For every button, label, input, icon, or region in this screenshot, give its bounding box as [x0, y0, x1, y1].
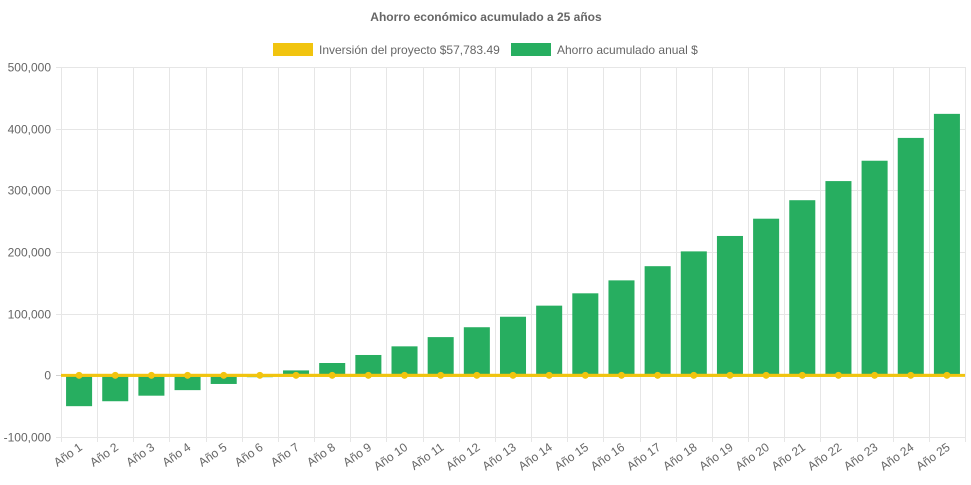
bar-savings [608, 280, 635, 376]
y-tick-label: -100,000 [4, 431, 52, 445]
line-series [61, 371, 965, 379]
x-tick-label: Año 5 [196, 440, 230, 470]
bar-savings [933, 113, 960, 376]
y-tick-label: 0 [44, 369, 51, 383]
x-tick-label: Año 7 [268, 440, 302, 470]
legend-label-investment: Inversión del proyecto $57,783.49 [319, 43, 500, 57]
x-tick-label: Año 8 [304, 440, 338, 470]
line-point-investment [834, 371, 842, 379]
chart-title: Ahorro económico acumulado a 25 años [370, 10, 602, 24]
bar-savings [825, 181, 852, 376]
legend-swatch-savings [511, 43, 551, 56]
bar-savings [427, 337, 454, 376]
bar-savings [210, 375, 237, 384]
line-point-investment [581, 371, 589, 379]
line-point-investment [184, 371, 192, 379]
line-point-investment [364, 371, 372, 379]
x-tick-label: Año 25 [913, 440, 952, 473]
y-tick-label: 200,000 [8, 246, 52, 260]
legend: Inversión del proyecto $57,783.49 Ahorro… [273, 43, 698, 57]
x-tick-label: Año 6 [232, 440, 266, 470]
y-axis-ticks: 500,000 400,000 300,000 200,000 100,000 0 -100… [4, 61, 52, 445]
bar-savings [174, 375, 201, 391]
line-point-investment [907, 371, 915, 379]
x-tick-label: Año 2 [87, 440, 121, 470]
y-tick-label: 400,000 [8, 123, 52, 137]
bar-savings [66, 375, 93, 407]
line-point-investment [401, 371, 409, 379]
x-tick-label: Año 19 [696, 440, 735, 473]
x-tick-label: Año 10 [371, 440, 410, 473]
bar-savings [391, 346, 418, 376]
bar-savings [789, 200, 816, 376]
line-point-investment [798, 371, 806, 379]
bar-savings [499, 316, 527, 376]
x-tick-label: Año 12 [443, 440, 482, 473]
x-tick-label: Año 20 [733, 440, 772, 473]
x-tick-label: Año 11 [408, 440, 447, 473]
x-tick-label: Año 3 [123, 440, 157, 470]
bar-savings [897, 137, 924, 376]
x-tick-label: Año 1 [51, 440, 85, 470]
line-point-investment [509, 371, 517, 379]
line-point-investment [654, 371, 662, 379]
x-tick-label: Año 18 [660, 440, 699, 473]
y-tick-label: 500,000 [8, 61, 52, 75]
line-point-investment [111, 371, 119, 379]
line-point-investment [328, 371, 336, 379]
bar-savings [644, 266, 671, 376]
line-point-investment [75, 371, 83, 379]
bar-savings [319, 363, 346, 376]
bar-savings [716, 235, 743, 376]
x-tick-label: Año 15 [552, 440, 591, 473]
bar-savings [861, 160, 888, 376]
legend-swatch-investment [273, 43, 313, 56]
x-tick-label: Año 4 [160, 440, 194, 470]
line-point-investment [690, 371, 698, 379]
legend-item-investment[interactable]: Inversión del proyecto $57,783.49 [273, 43, 500, 57]
x-tick-label: Año 22 [805, 440, 844, 473]
line-point-investment [943, 371, 951, 379]
line-point-investment [147, 371, 155, 379]
legend-label-savings: Ahorro acumulado anual $ [557, 43, 698, 57]
line-point-investment [256, 371, 264, 379]
line-point-investment [545, 371, 553, 379]
y-tick-label: 100,000 [8, 308, 52, 322]
x-tick-label: Año 16 [588, 440, 627, 473]
x-axis-ticks: Año 1 Año 2 Año 3 Año 4 Año 5 Año 6 Año 7 Año 8… [51, 440, 953, 473]
x-tick-label: Año 21 [769, 440, 808, 473]
bar-savings [138, 375, 165, 396]
bar-savings [753, 218, 780, 376]
bar-series [66, 113, 960, 407]
x-tick-label: Año 13 [480, 440, 519, 473]
x-tick-label: Año 17 [624, 440, 663, 473]
x-tick-label: Año 24 [877, 440, 916, 473]
bar-savings [536, 305, 563, 376]
bar-savings [355, 354, 382, 376]
line-point-investment [473, 371, 481, 379]
y-tick-label: 300,000 [8, 184, 52, 198]
line-point-investment [292, 371, 300, 379]
line-point-investment [871, 371, 879, 379]
line-point-investment [762, 371, 770, 379]
x-tick-label: Año 14 [516, 440, 555, 473]
line-point-investment [726, 371, 734, 379]
line-point-investment [617, 371, 625, 379]
x-tick-label: Año 23 [841, 440, 880, 473]
line-point-investment [437, 371, 445, 379]
bar-savings [102, 375, 129, 402]
bar-savings [572, 293, 599, 376]
bar-savings [463, 327, 490, 376]
line-point-investment [220, 371, 228, 379]
x-tick-label: Año 9 [340, 440, 374, 470]
legend-item-savings[interactable]: Ahorro acumulado anual $ [511, 43, 698, 57]
bar-savings [680, 251, 707, 376]
